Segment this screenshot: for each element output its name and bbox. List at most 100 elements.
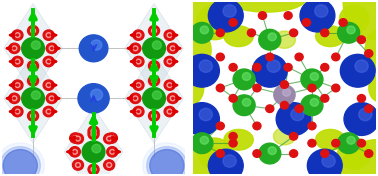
Circle shape: [32, 115, 34, 117]
Circle shape: [51, 47, 53, 49]
Circle shape: [223, 5, 236, 17]
Circle shape: [13, 47, 15, 49]
Circle shape: [301, 95, 323, 116]
Circle shape: [12, 30, 23, 40]
Circle shape: [282, 89, 291, 96]
Circle shape: [355, 60, 368, 72]
Circle shape: [15, 109, 20, 114]
Circle shape: [9, 93, 20, 103]
Ellipse shape: [167, 26, 211, 74]
Circle shape: [48, 61, 50, 62]
Circle shape: [199, 108, 212, 121]
Circle shape: [307, 149, 342, 176]
Polygon shape: [4, 54, 62, 143]
Circle shape: [91, 167, 96, 172]
Circle shape: [149, 111, 160, 121]
Circle shape: [314, 5, 328, 17]
Circle shape: [233, 95, 255, 116]
Circle shape: [308, 139, 316, 147]
Circle shape: [48, 34, 50, 36]
Ellipse shape: [316, 26, 345, 47]
Circle shape: [136, 109, 141, 114]
Circle shape: [107, 136, 112, 141]
Circle shape: [302, 19, 310, 26]
Circle shape: [310, 73, 319, 80]
Circle shape: [338, 133, 359, 153]
Circle shape: [169, 111, 170, 112]
Circle shape: [106, 133, 118, 143]
Circle shape: [280, 81, 288, 88]
Ellipse shape: [224, 129, 253, 150]
Circle shape: [12, 80, 23, 90]
Circle shape: [253, 122, 261, 130]
Circle shape: [253, 150, 261, 157]
Polygon shape: [125, 4, 183, 93]
Circle shape: [167, 59, 172, 64]
Circle shape: [74, 151, 76, 153]
Circle shape: [308, 84, 316, 92]
Circle shape: [138, 111, 139, 112]
Circle shape: [133, 30, 144, 40]
Circle shape: [152, 91, 161, 99]
Circle shape: [152, 41, 161, 49]
Circle shape: [12, 56, 23, 67]
Circle shape: [133, 80, 144, 90]
Circle shape: [310, 98, 319, 106]
Circle shape: [0, 147, 40, 176]
Circle shape: [169, 61, 170, 62]
Circle shape: [43, 106, 54, 117]
Circle shape: [12, 46, 17, 51]
Circle shape: [12, 96, 17, 101]
Circle shape: [31, 41, 40, 49]
Circle shape: [259, 29, 281, 50]
Circle shape: [340, 54, 375, 87]
Circle shape: [164, 106, 175, 117]
Circle shape: [133, 106, 144, 117]
Circle shape: [149, 26, 160, 36]
Circle shape: [267, 60, 280, 72]
Circle shape: [46, 83, 51, 87]
Circle shape: [216, 53, 224, 61]
Circle shape: [253, 64, 261, 71]
Ellipse shape: [338, 138, 370, 169]
Ellipse shape: [224, 26, 253, 47]
Circle shape: [216, 84, 224, 92]
Circle shape: [170, 46, 175, 51]
Circle shape: [248, 29, 256, 37]
Circle shape: [216, 150, 224, 157]
Circle shape: [229, 95, 237, 102]
Circle shape: [48, 111, 50, 112]
Circle shape: [332, 53, 340, 61]
Circle shape: [92, 144, 101, 153]
Circle shape: [91, 129, 96, 133]
Circle shape: [274, 85, 295, 105]
Circle shape: [152, 114, 156, 118]
Circle shape: [290, 133, 297, 140]
Ellipse shape: [156, 140, 229, 176]
Circle shape: [76, 163, 81, 167]
Circle shape: [200, 26, 209, 34]
Circle shape: [169, 34, 170, 36]
Circle shape: [266, 53, 274, 61]
Circle shape: [280, 101, 288, 109]
Circle shape: [229, 139, 237, 147]
Ellipse shape: [273, 128, 296, 145]
Circle shape: [167, 109, 172, 114]
Circle shape: [46, 33, 51, 37]
Circle shape: [153, 65, 155, 67]
Ellipse shape: [198, 138, 231, 169]
Circle shape: [107, 163, 112, 167]
Circle shape: [233, 69, 255, 90]
Circle shape: [358, 139, 366, 147]
Circle shape: [332, 139, 340, 147]
Circle shape: [242, 98, 251, 106]
Circle shape: [143, 38, 166, 59]
Circle shape: [108, 164, 110, 166]
Circle shape: [136, 33, 141, 37]
Circle shape: [88, 126, 99, 136]
Circle shape: [136, 59, 141, 64]
Circle shape: [301, 69, 323, 90]
Circle shape: [108, 138, 110, 140]
Circle shape: [32, 80, 34, 82]
Circle shape: [143, 88, 166, 109]
